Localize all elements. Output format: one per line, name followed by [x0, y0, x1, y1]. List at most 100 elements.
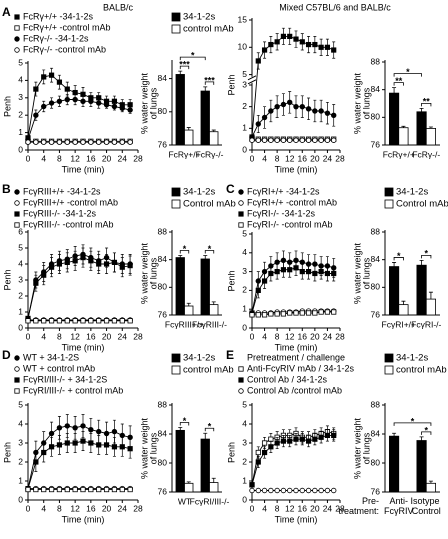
legend-label: FcRγ+/+ -34-1-2s [23, 11, 94, 21]
data-point [324, 309, 331, 315]
legend-marker [14, 366, 20, 372]
error-bar [392, 87, 397, 94]
legend-label: WT + control mAb [23, 363, 95, 373]
bar [388, 266, 400, 316]
bar [416, 111, 427, 146]
data-point [293, 436, 299, 442]
x-tick-label: 12 [285, 503, 295, 513]
x-tick-label: 20 [102, 331, 112, 341]
legend-label: FcγRIII-/- -34-1-2s [23, 208, 97, 218]
data-point [103, 139, 110, 145]
significance-label: * [208, 422, 212, 432]
data-point [96, 486, 102, 493]
x-tick-label: FcRγ-/- [196, 149, 224, 159]
y-tick-label: 2 [18, 109, 23, 119]
x-tick-label: 0 [26, 153, 31, 163]
x-tick-label: 0 [250, 331, 255, 341]
legend-marker [14, 222, 20, 228]
data-point [33, 280, 39, 286]
data-point [331, 270, 337, 277]
data-point [255, 121, 261, 127]
data-point [127, 318, 133, 324]
y-axis-label: Penh [2, 96, 12, 117]
data-point [33, 459, 39, 465]
axis-break [248, 76, 256, 83]
legend-label: 34-1-2s [396, 187, 428, 198]
x-tick-label: 16 [86, 503, 96, 513]
x-tick-label: FcRγ+/+ [383, 149, 415, 159]
x-tick-label: FcγRI/III-/- [190, 496, 230, 506]
x-tick-label: 4 [41, 503, 46, 513]
error-bar [392, 262, 397, 267]
legend-label: WT + 34-1-2S [23, 352, 79, 362]
x-tick-label: 24 [323, 503, 333, 513]
data-point [88, 139, 94, 145]
data-point [48, 444, 55, 450]
data-point [127, 486, 133, 493]
data-point [268, 444, 274, 450]
data-point [274, 137, 280, 143]
bar [425, 482, 437, 493]
data-point [64, 96, 70, 103]
y-tick-label: 76 [158, 139, 168, 149]
y-tick-label: 88 [371, 56, 381, 66]
significance-label: * [424, 425, 428, 435]
legend-label: FcγRI/III-/- + control mAb [23, 385, 123, 395]
y-tick-label: 4 [242, 418, 247, 428]
data-point [299, 268, 305, 275]
data-point [255, 459, 261, 465]
bar [398, 304, 409, 316]
y-tick-label: 5 [242, 228, 247, 238]
y-tick-label: 2 [242, 101, 247, 111]
data-point [255, 487, 261, 494]
y-tick-label: 6 [18, 226, 23, 236]
data-point [80, 139, 86, 145]
error-bar [419, 436, 424, 441]
axis-break [247, 79, 257, 85]
data-point [287, 267, 293, 273]
y-tick-label: 88 [371, 226, 381, 236]
data-point [274, 440, 280, 446]
data-point [88, 427, 94, 433]
data-point [96, 318, 102, 324]
y-tick-label: 76 [371, 139, 381, 149]
bar [200, 90, 210, 146]
y-tick-label: 3 [18, 437, 23, 447]
legend-label: FcγRI+/+ -34-1-2s [247, 186, 320, 196]
y-axis-label: % water weight [139, 417, 149, 479]
error-bar [186, 127, 191, 131]
x-tick-label: 12 [285, 331, 295, 341]
data-point [280, 101, 287, 108]
error-bar [428, 291, 433, 300]
y-tick-label: 1 [242, 475, 247, 485]
data-point [72, 139, 78, 145]
header: Mixed C57BL/6 and BALB/c [279, 2, 391, 12]
data-point [33, 139, 39, 145]
data-point [56, 79, 63, 85]
legend-label: FcγRI+/+ -control mAb [247, 197, 337, 207]
data-point [111, 259, 118, 266]
y-tick-label: 80 [158, 106, 168, 116]
data-point [312, 436, 318, 442]
data-point [287, 438, 293, 444]
data-point [64, 423, 70, 429]
data-point [274, 311, 280, 317]
data-point [261, 312, 268, 318]
y-tick-label: 2 [18, 290, 23, 300]
data-point [64, 86, 70, 92]
y-tick-label: 80 [158, 282, 168, 292]
y-tick-label: 84 [371, 84, 381, 94]
data-point [312, 137, 318, 143]
error-bar [392, 432, 397, 437]
data-point [280, 438, 287, 444]
legend-swatch [384, 199, 394, 209]
data-point [324, 110, 331, 116]
legend-marker [238, 222, 244, 228]
data-point [261, 137, 268, 143]
panel-label: E [226, 348, 234, 362]
data-point [48, 430, 55, 437]
x-axis-label: Time (min) [275, 514, 318, 524]
data-point [88, 486, 94, 493]
significance-label: ** [395, 76, 403, 86]
bar [398, 127, 409, 146]
